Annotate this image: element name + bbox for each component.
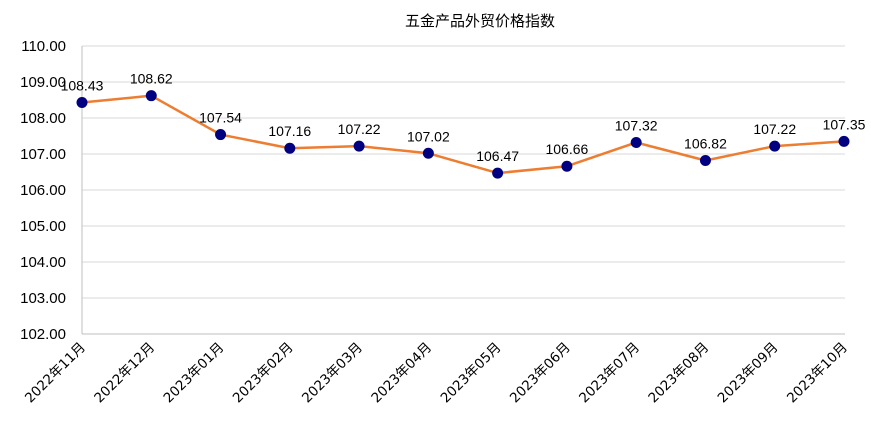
data-point xyxy=(76,97,88,109)
data-point xyxy=(145,90,157,102)
data-label: 108.43 xyxy=(61,78,104,94)
x-tick-label: 2023年09月 xyxy=(715,340,782,407)
data-labels: 108.43 108.62 107.54 107.16 107.22 107.02 106.… xyxy=(61,71,866,164)
data-point xyxy=(769,140,781,152)
y-tick-label: 107.00 xyxy=(20,146,66,163)
data-label: 107.35 xyxy=(823,116,866,132)
y-tick-label: 110.00 xyxy=(21,38,66,55)
data-label: 107.02 xyxy=(407,128,450,144)
data-point xyxy=(353,140,365,152)
series-line xyxy=(81,94,845,175)
x-tick-label: 2023年08月 xyxy=(645,340,712,407)
x-tick-label: 2023年07月 xyxy=(576,340,643,407)
x-tick-label: 2023年06月 xyxy=(507,340,574,407)
series-line-path xyxy=(81,94,845,175)
data-point xyxy=(492,167,504,179)
x-axis-ticks: 2022年11月 2022年12月 2023年01月 2023年02月 2023年03月… xyxy=(22,340,851,407)
data-label: 106.82 xyxy=(684,135,727,151)
data-label: 107.22 xyxy=(338,121,381,137)
x-tick-label: 2023年05月 xyxy=(438,340,505,407)
x-tick-label: 2023年10月 xyxy=(784,340,851,407)
data-point xyxy=(422,147,434,159)
y-tick-label: 109.00 xyxy=(20,74,66,91)
data-label: 106.66 xyxy=(545,141,588,157)
data-point xyxy=(630,136,642,148)
data-label: 106.47 xyxy=(476,148,519,164)
data-point xyxy=(561,160,573,172)
x-tick-label: 2023年04月 xyxy=(368,340,435,407)
data-point xyxy=(284,142,296,154)
y-tick-label: 108.00 xyxy=(20,110,66,127)
y-axis-ticks: 110.00 109.00 108.00 107.00 106.00 105.00 104.… xyxy=(20,38,66,343)
data-label: 107.54 xyxy=(199,110,242,126)
data-label: 107.32 xyxy=(615,117,658,133)
series-markers xyxy=(76,90,850,179)
chart-title: 五金产品外贸价格指数 xyxy=(405,12,555,30)
gridlines xyxy=(81,45,845,335)
x-tick-label: 2023年02月 xyxy=(230,340,297,407)
x-tick-label: 2023年03月 xyxy=(299,340,366,407)
data-label: 108.62 xyxy=(130,71,173,87)
data-label: 107.22 xyxy=(753,121,796,137)
y-tick-label: 103.00 xyxy=(20,290,66,307)
x-tick-label: 2022年12月 xyxy=(91,340,158,407)
x-tick-label: 2023年01月 xyxy=(161,340,228,407)
data-label: 107.16 xyxy=(268,123,311,139)
y-tick-label: 104.00 xyxy=(20,254,66,271)
y-tick-label: 106.00 xyxy=(20,182,66,199)
y-tick-label: 105.00 xyxy=(20,218,66,235)
data-point xyxy=(215,129,227,141)
x-tick-label: 2022年11月 xyxy=(22,340,89,407)
data-point xyxy=(699,154,711,166)
y-tick-label: 102.00 xyxy=(20,326,66,343)
data-point xyxy=(838,135,850,147)
